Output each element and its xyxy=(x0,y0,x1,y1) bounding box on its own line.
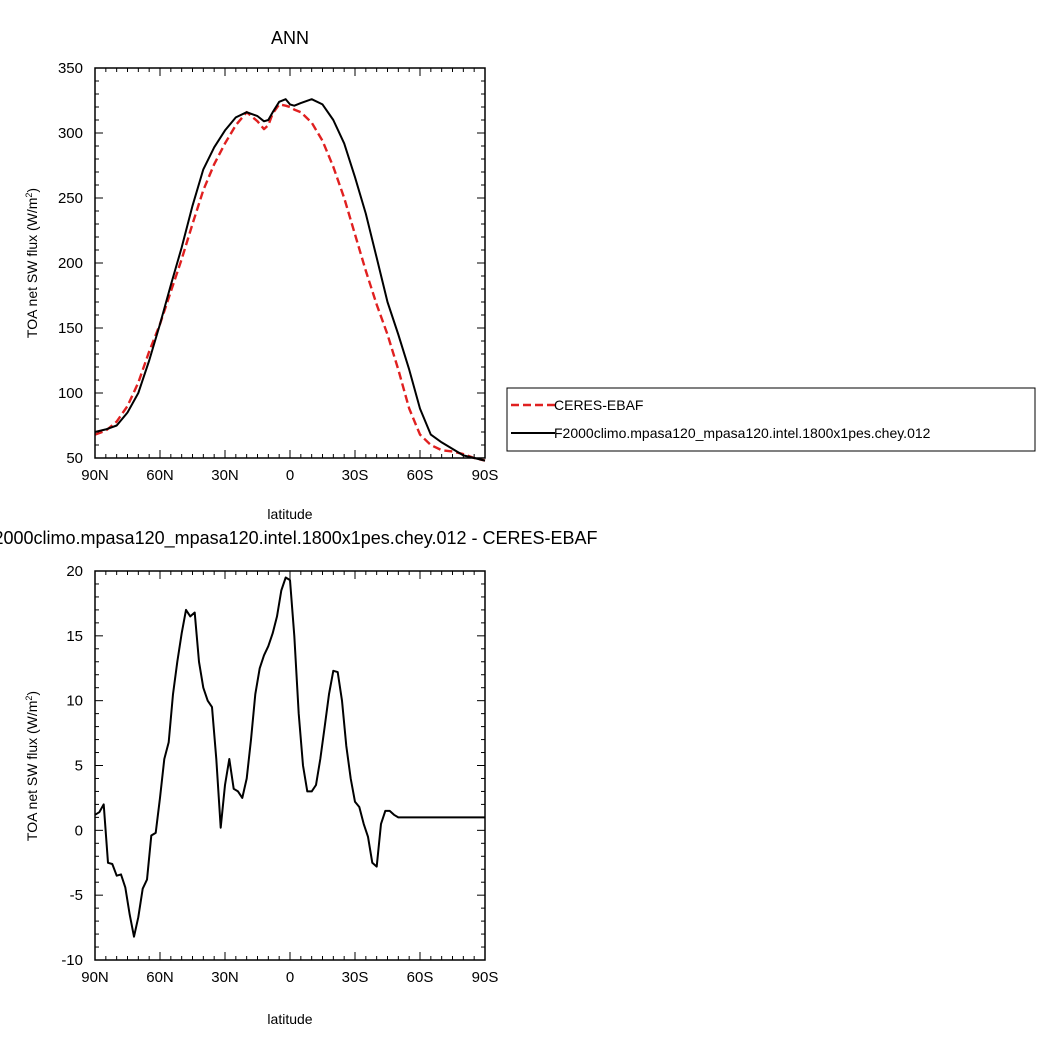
bottom-ytick-label: 5 xyxy=(75,758,83,775)
bottom-chart-title: F2000climo.mpasa120_mpasa120.intel.1800x… xyxy=(0,528,598,549)
top-xtick-label: 0 xyxy=(286,467,294,484)
top-xtick-label: 90N xyxy=(81,467,109,484)
bottom-xtick-label: 60N xyxy=(146,969,174,986)
bottom-xtick-label: 90N xyxy=(81,969,109,986)
top-x-axis-label: latitude xyxy=(267,506,312,522)
bottom-ytick-label: 0 xyxy=(75,822,83,839)
bottom-frame xyxy=(94,570,486,961)
bottom-xtick-label: 60S xyxy=(407,969,434,986)
top-ytick-label: 200 xyxy=(58,255,83,272)
bottom-ytick-label: -10 xyxy=(61,952,83,969)
bottom-panel: F2000climo.mpasa120_mpasa120.intel.1800x… xyxy=(0,528,598,1027)
top-ytick-label: 250 xyxy=(58,190,83,207)
top-series-line-0 xyxy=(94,103,486,462)
bottom-ytick-label: 20 xyxy=(66,563,83,580)
top-xtick-label: 30N xyxy=(211,467,239,484)
top-frame xyxy=(94,67,486,459)
top-ytick-label: 50 xyxy=(66,450,83,467)
legend-box xyxy=(506,387,1036,452)
top-panel: ANN 90N 60N 30N 0 30S 60S 90S 50 100 150 200 250 300… xyxy=(24,28,498,522)
bottom-xtick-label: 30S xyxy=(342,969,369,986)
top-chart-title: ANN xyxy=(271,28,309,48)
bottom-x-axis-label: latitude xyxy=(267,1011,312,1027)
bottom-xtick-label: 0 xyxy=(286,969,294,986)
legend-label-ceres: CERES-EBAF xyxy=(554,397,643,413)
top-ytick-label: 300 xyxy=(58,125,83,142)
top-series-line-1 xyxy=(94,98,486,462)
bottom-y-axis-label: TOA net SW flux (W/m2) xyxy=(24,691,40,841)
legend-label-model: F2000climo.mpasa120_mpasa120.intel.1800x… xyxy=(554,425,931,441)
bottom-series-line-0 xyxy=(94,576,485,938)
top-xtick-label: 60S xyxy=(407,467,434,484)
top-y-axis-label: TOA net SW flux (W/m2) xyxy=(24,188,40,338)
bottom-ytick-label: 10 xyxy=(66,693,83,710)
bottom-xtick-label: 90S xyxy=(472,969,499,986)
top-plot-area: 90N 60N 30N 0 30S 60S 90S 50 100 150 200 250 300 350 xyxy=(58,60,498,484)
top-xtick-label: 60N xyxy=(146,467,174,484)
bottom-xtick-label: 30N xyxy=(211,969,239,986)
bottom-ytick-label: 15 xyxy=(66,628,83,645)
bottom-ytick-label: -5 xyxy=(70,887,83,904)
top-ytick-label: 150 xyxy=(58,320,83,337)
legend: CERES-EBAF F2000climo.mpasa120_mpasa120.… xyxy=(506,387,1036,452)
bottom-plot-area: 90N 60N 30N 0 30S 60S 90S -10 -5 0 5 10 15 20 xyxy=(61,563,498,986)
top-ytick-label: 100 xyxy=(58,385,83,402)
top-xtick-label: 30S xyxy=(342,467,369,484)
top-ytick-label: 350 xyxy=(58,60,83,77)
top-xtick-label: 90S xyxy=(472,467,499,484)
